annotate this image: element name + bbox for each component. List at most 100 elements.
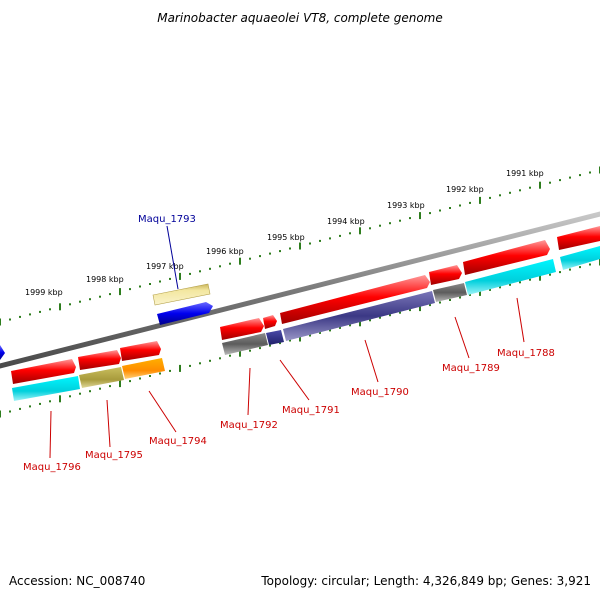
ruler-label-1993: 1993 kbp <box>387 201 425 210</box>
outer-ruler-minor-tick <box>499 194 501 197</box>
outer-ruler-minor-tick <box>79 300 81 303</box>
gene-label-maqu-1790: Maqu_1790 <box>351 387 409 398</box>
inner-ruler-minor-tick <box>49 400 51 403</box>
gene-label-maqu-1794: Maqu_1794 <box>149 436 207 447</box>
feature-left-blue-arrow <box>0 345 5 360</box>
inner-ruler-minor-tick <box>69 395 71 398</box>
inner-ruler-minor-tick <box>189 364 191 367</box>
topology-text: Topology: circular; Length: 4,326,849 bp… <box>261 574 591 588</box>
inner-ruler-minor-tick <box>109 385 111 388</box>
inner-ruler-major-tick <box>539 273 541 281</box>
inner-ruler-minor-tick <box>29 405 31 408</box>
inner-ruler-minor-tick <box>169 369 171 372</box>
outer-ruler-minor-tick <box>289 247 291 250</box>
inner-ruler-minor-tick <box>389 314 391 317</box>
inner-ruler-minor-tick <box>589 263 591 266</box>
outer-ruler-minor-tick <box>249 257 251 260</box>
inner-ruler-minor-tick <box>379 316 381 319</box>
outer-ruler-minor-tick <box>319 239 321 242</box>
inner-ruler-minor-tick <box>449 299 451 301</box>
inner-ruler-minor-tick <box>309 334 311 337</box>
gene-label-maqu-1796: Maqu_1796 <box>23 462 81 473</box>
leader-1790 <box>364 339 379 383</box>
outer-ruler-minor-tick <box>439 209 441 212</box>
inner-ruler-minor-tick <box>219 357 221 360</box>
inner-ruler-minor-tick <box>79 392 81 395</box>
cog-gray-1792 <box>222 333 268 355</box>
inner-ruler-minor-tick <box>9 410 11 413</box>
leader-1795 <box>106 399 111 448</box>
inner-ruler-major-tick <box>359 319 361 327</box>
outer-ruler-major-tick <box>359 227 361 235</box>
cog-gray-1789 <box>433 283 467 302</box>
outer-ruler-minor-tick <box>209 267 211 270</box>
outer-ruler-major-tick <box>119 288 121 296</box>
inner-ruler-minor-tick <box>89 390 91 393</box>
inner-ruler-minor-tick <box>549 273 551 276</box>
inner-ruler-minor-tick <box>459 296 461 299</box>
outer-ruler-minor-tick <box>49 308 51 311</box>
gene-red-1788 <box>463 240 550 275</box>
inner-ruler-minor-tick <box>19 407 21 410</box>
ruler-label-1998: 1998 kbp <box>86 275 124 284</box>
outer-ruler-major-tick <box>539 181 541 189</box>
inner-ruler-minor-tick <box>579 266 581 269</box>
outer-ruler-minor-tick <box>139 285 141 288</box>
outer-ruler-minor-tick <box>99 295 101 298</box>
outer-ruler-major-tick <box>299 242 301 250</box>
gene-red-1790 <box>280 275 430 324</box>
gene-label-maqu-1789: Maqu_1789 <box>442 363 500 374</box>
inner-ruler-minor-tick <box>249 349 251 352</box>
outer-ruler-minor-tick <box>399 219 401 222</box>
outer-ruler-minor-tick <box>69 303 71 306</box>
outer-ruler-minor-tick <box>549 181 551 184</box>
inner-ruler-minor-tick <box>209 359 211 362</box>
inner-ruler-major-tick <box>299 334 301 342</box>
outer-ruler-minor-tick <box>489 196 491 199</box>
gene-label-maqu-1788: Maqu_1788 <box>497 348 555 359</box>
ruler-label-1991: 1991 kbp <box>506 169 544 178</box>
gene-label-maqu-1793: Maqu_1793 <box>138 214 196 225</box>
inner-ruler-minor-tick <box>129 380 131 383</box>
gene-label-maqu-1791: Maqu_1791 <box>282 405 340 416</box>
leader-1789 <box>454 316 470 359</box>
gene-red-1796 <box>11 359 76 384</box>
outer-ruler-minor-tick <box>229 262 231 265</box>
cog-slate-1790 <box>283 291 435 341</box>
inner-ruler-major-tick <box>239 349 241 357</box>
outer-ruler-major-tick <box>479 196 481 204</box>
outer-ruler-minor-tick <box>409 217 411 220</box>
gene-red-1789 <box>429 265 462 285</box>
outer-ruler-major-tick <box>239 257 241 265</box>
outer-ruler-minor-tick <box>269 252 271 255</box>
outer-ruler-minor-tick <box>199 270 201 273</box>
inner-ruler-minor-tick <box>519 281 521 284</box>
leader-1794 <box>148 390 177 433</box>
outer-ruler-minor-tick <box>19 315 21 318</box>
cog-olive-1795 <box>79 367 124 388</box>
inner-ruler-minor-tick <box>329 329 331 332</box>
inner-ruler-minor-tick <box>139 377 141 380</box>
accession-text: Accession: NC_008740 <box>9 574 146 588</box>
outer-ruler-minor-tick <box>9 318 11 321</box>
outer-ruler-minor-tick <box>579 174 581 177</box>
ruler-label-1995: 1995 kbp <box>267 233 305 242</box>
inner-ruler-major-tick <box>0 410 1 418</box>
feature-1793-blue-arrow <box>157 302 213 325</box>
outer-ruler-minor-tick <box>469 201 471 204</box>
outer-ruler-minor-tick <box>329 237 331 240</box>
leader-1788 <box>516 297 525 343</box>
outer-ruler-major-tick <box>59 303 61 311</box>
map-title: Marinobacter aquaeolei VT8, complete gen… <box>157 11 443 25</box>
inner-ruler-minor-tick <box>349 324 351 327</box>
gene-red-1794 <box>120 341 161 361</box>
outer-ruler-minor-tick <box>379 224 381 227</box>
ruler-label-1996: 1996 kbp <box>206 247 244 256</box>
leader-1793 <box>166 225 179 290</box>
outer-ruler-minor-tick <box>449 207 451 209</box>
outer-ruler-minor-tick <box>369 227 371 230</box>
outer-ruler-major-tick <box>179 272 181 280</box>
inner-ruler-minor-tick <box>149 375 151 377</box>
outer-ruler-minor-tick <box>339 234 341 237</box>
